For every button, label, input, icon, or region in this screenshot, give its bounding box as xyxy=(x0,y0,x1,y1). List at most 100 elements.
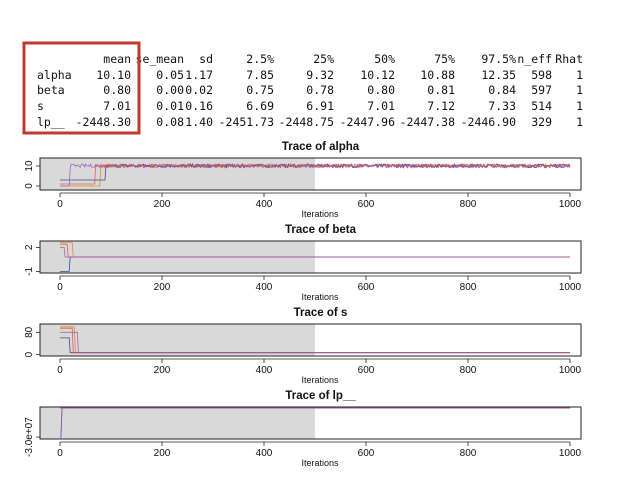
table-cell: 0.01 xyxy=(156,99,184,113)
table-cell: 0.08 xyxy=(156,115,184,129)
table-cell: 1 xyxy=(576,83,583,97)
x-tick-label: 0 xyxy=(57,365,63,376)
x-axis-label: Iterations xyxy=(301,292,339,302)
table-cell: 10.10 xyxy=(96,68,131,82)
x-tick-label: 800 xyxy=(460,199,477,210)
table-cell: 0.75 xyxy=(246,83,274,97)
table-header-cell: 75% xyxy=(434,52,455,66)
x-tick-label: 0 xyxy=(57,282,63,293)
x-tick-label: 400 xyxy=(256,448,273,459)
y-tick-label: 2 xyxy=(24,244,35,250)
table-cell: 0.02 xyxy=(185,83,213,97)
table-cell: 7.01 xyxy=(367,99,395,113)
x-tick-label: 1000 xyxy=(559,448,582,459)
x-tick-label: 1000 xyxy=(559,199,582,210)
table-row-label: alpha xyxy=(37,68,72,82)
table-cell: 0.81 xyxy=(427,83,455,97)
table-cell: 1 xyxy=(576,99,583,113)
table-row-label: lp__ xyxy=(37,115,65,129)
x-axis-label: Iterations xyxy=(301,209,339,219)
table-header-cell: Rhat xyxy=(555,52,583,66)
table-cell: 0.80 xyxy=(367,83,395,97)
x-tick-label: 400 xyxy=(256,282,273,293)
x-tick-label: 1000 xyxy=(559,282,582,293)
table-header-cell: se_mean xyxy=(136,52,184,66)
plot-frame xyxy=(39,157,582,191)
trace-series-line xyxy=(60,407,570,438)
plot-title: Trace of lp__ xyxy=(285,390,356,402)
x-axis-label: Iterations xyxy=(301,375,339,385)
table-cell: -2448.75 xyxy=(279,115,334,129)
table-cell: 0.80 xyxy=(103,83,131,97)
y-tick-label: -1 xyxy=(24,267,35,276)
table-cell: 7.85 xyxy=(246,68,274,82)
x-tick-label: 800 xyxy=(460,448,477,459)
table-header-cell: n_eff xyxy=(517,52,552,66)
x-tick-label: 800 xyxy=(460,282,477,293)
plot-title: Trace of alpha xyxy=(282,141,360,153)
y-tick-label: 80 xyxy=(24,326,35,338)
table-cell: -2446.90 xyxy=(461,115,516,129)
table-cell: 598 xyxy=(531,68,552,82)
table-cell: 597 xyxy=(531,83,552,97)
table-cell: 0.00 xyxy=(156,83,184,97)
plot-frame xyxy=(39,240,582,274)
warmup-region xyxy=(40,158,315,190)
x-tick-label: 600 xyxy=(358,448,375,459)
table-header-cell: 2.5% xyxy=(246,52,274,66)
table-cell: 7.12 xyxy=(427,99,455,113)
y-tick-label: -3.0e+07 xyxy=(24,417,35,457)
table-row-label: s xyxy=(37,99,44,113)
plot-frame xyxy=(39,406,582,440)
table-cell: 0.84 xyxy=(488,83,516,97)
x-tick-label: 600 xyxy=(358,365,375,376)
trace-series-line xyxy=(60,162,571,187)
x-tick-label: 200 xyxy=(154,448,171,459)
table-cell: -2448.30 xyxy=(76,115,131,129)
plot-title: Trace of s xyxy=(294,307,348,319)
summary-table: mean se_mean sd 2.5% 25% 50% 75% 97.5% n_eff Rhat… xyxy=(22,41,583,135)
table-cell: -2447.96 xyxy=(340,115,395,129)
plot-title: Trace of beta xyxy=(285,224,357,236)
table-header-cell: 25% xyxy=(313,52,334,66)
table-row-label: beta xyxy=(37,83,65,97)
x-tick-label: 600 xyxy=(358,282,375,293)
x-tick-label: 0 xyxy=(57,199,63,210)
table-header-cell: 97.5% xyxy=(481,52,516,66)
warmup-region xyxy=(40,407,315,439)
table-cell: 7.01 xyxy=(103,99,131,113)
table-cell: 6.69 xyxy=(246,99,274,113)
table-header-cell: sd xyxy=(199,52,213,66)
table-cell: 0.05 xyxy=(156,68,184,82)
table-cell: 1 xyxy=(576,68,583,82)
table-cell: -2447.38 xyxy=(400,115,455,129)
x-tick-label: 400 xyxy=(256,365,273,376)
table-header-cell: 50% xyxy=(374,52,395,66)
trace-series-line xyxy=(60,246,570,258)
table-cell: 1 xyxy=(576,115,583,129)
x-tick-label: 800 xyxy=(460,365,477,376)
table-cell: 514 xyxy=(531,99,552,113)
table-cell: 9.32 xyxy=(306,68,334,82)
x-tick-label: 200 xyxy=(154,199,171,210)
highlight-box xyxy=(22,41,141,135)
x-tick-label: 0 xyxy=(57,448,63,459)
table-cell: 10.88 xyxy=(420,68,455,82)
plot-frame xyxy=(39,323,582,357)
x-tick-label: 200 xyxy=(154,282,171,293)
table-cell: 6.91 xyxy=(306,99,334,113)
table-cell: 7.33 xyxy=(488,99,516,113)
table-cell: 0.16 xyxy=(185,99,213,113)
y-tick-label: 10 xyxy=(24,160,35,172)
x-tick-label: 200 xyxy=(154,365,171,376)
table-header-cell: mean xyxy=(103,52,131,66)
y-tick-label: 0 xyxy=(24,351,35,357)
y-tick-label: 0 xyxy=(24,183,35,189)
table-cell: 0.78 xyxy=(306,83,334,97)
table-cell: 10.12 xyxy=(360,68,395,82)
table-cell: 12.35 xyxy=(481,68,516,82)
table-cell: 1.17 xyxy=(185,68,213,82)
table-cell: 329 xyxy=(531,115,552,129)
table-cell: 1.40 xyxy=(185,115,213,129)
